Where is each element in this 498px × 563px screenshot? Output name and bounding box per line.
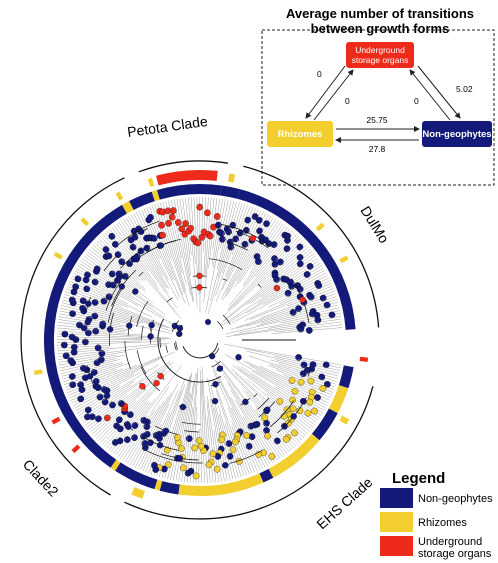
legend-swatch-rhizomes: [380, 512, 413, 532]
arrow-uso-to-rhizomes: [305, 65, 346, 119]
underground-storage-label-2: storage organs: [352, 55, 409, 65]
clade-label-dulmo: DulMo: [357, 203, 392, 246]
arrow-uso-to-ng: [417, 65, 461, 119]
value-uso-to-ng: 5.02: [456, 84, 473, 94]
arrow-ng-to-uso: [409, 69, 451, 121]
clade-label-clade2: Clade2: [20, 456, 62, 500]
clade-label-ehs: EHS Clade: [313, 474, 375, 532]
transitions-title-line2: between growth forms: [311, 21, 450, 36]
value-rhz-to-uso: 0: [345, 96, 350, 106]
legend-label-underground-1: Underground: [418, 536, 482, 548]
rhizomes-box: [267, 121, 333, 147]
underground-storage-label-1: Underground: [355, 45, 405, 55]
growth-form-rings: [33, 170, 369, 499]
legend-label-underground-2: storage organs: [418, 548, 492, 560]
clade-label-petota: Petota Clade: [126, 113, 209, 140]
arrow-rhizomes-to-uso: [313, 69, 354, 121]
value-ng-to-rhz: 27.8: [369, 144, 386, 154]
underground-storage-box: [346, 42, 414, 68]
legend-swatch-underground: [380, 536, 413, 556]
nongeophytes-box: [422, 121, 492, 147]
value-uso-to-rhz: 0: [317, 69, 322, 79]
rhizomes-box-label: Rhizomes: [278, 129, 323, 140]
legend-title: Legend: [392, 470, 445, 487]
legend: Legend Non-geophytes Rhizomes Undergroun…: [380, 470, 493, 560]
value-ng-to-uso: 0: [414, 96, 419, 106]
transitions-box: [261, 29, 495, 186]
legend-label-rhizomes: Rhizomes: [418, 517, 467, 529]
transitions-panel: Average number of transitions between gr…: [261, 6, 495, 186]
legend-swatch-nongeophytes: [380, 488, 413, 508]
legend-label-nongeophytes: Non-geophytes: [418, 493, 493, 505]
clade-arcs: [20, 160, 380, 520]
value-rhz-to-ng: 25.75: [366, 115, 388, 125]
transitions-title-line1: Average number of transitions: [286, 6, 474, 21]
nongeophytes-box-label: Non-geophytes: [422, 129, 491, 140]
phylogeny-tree-icon: [56, 196, 343, 484]
